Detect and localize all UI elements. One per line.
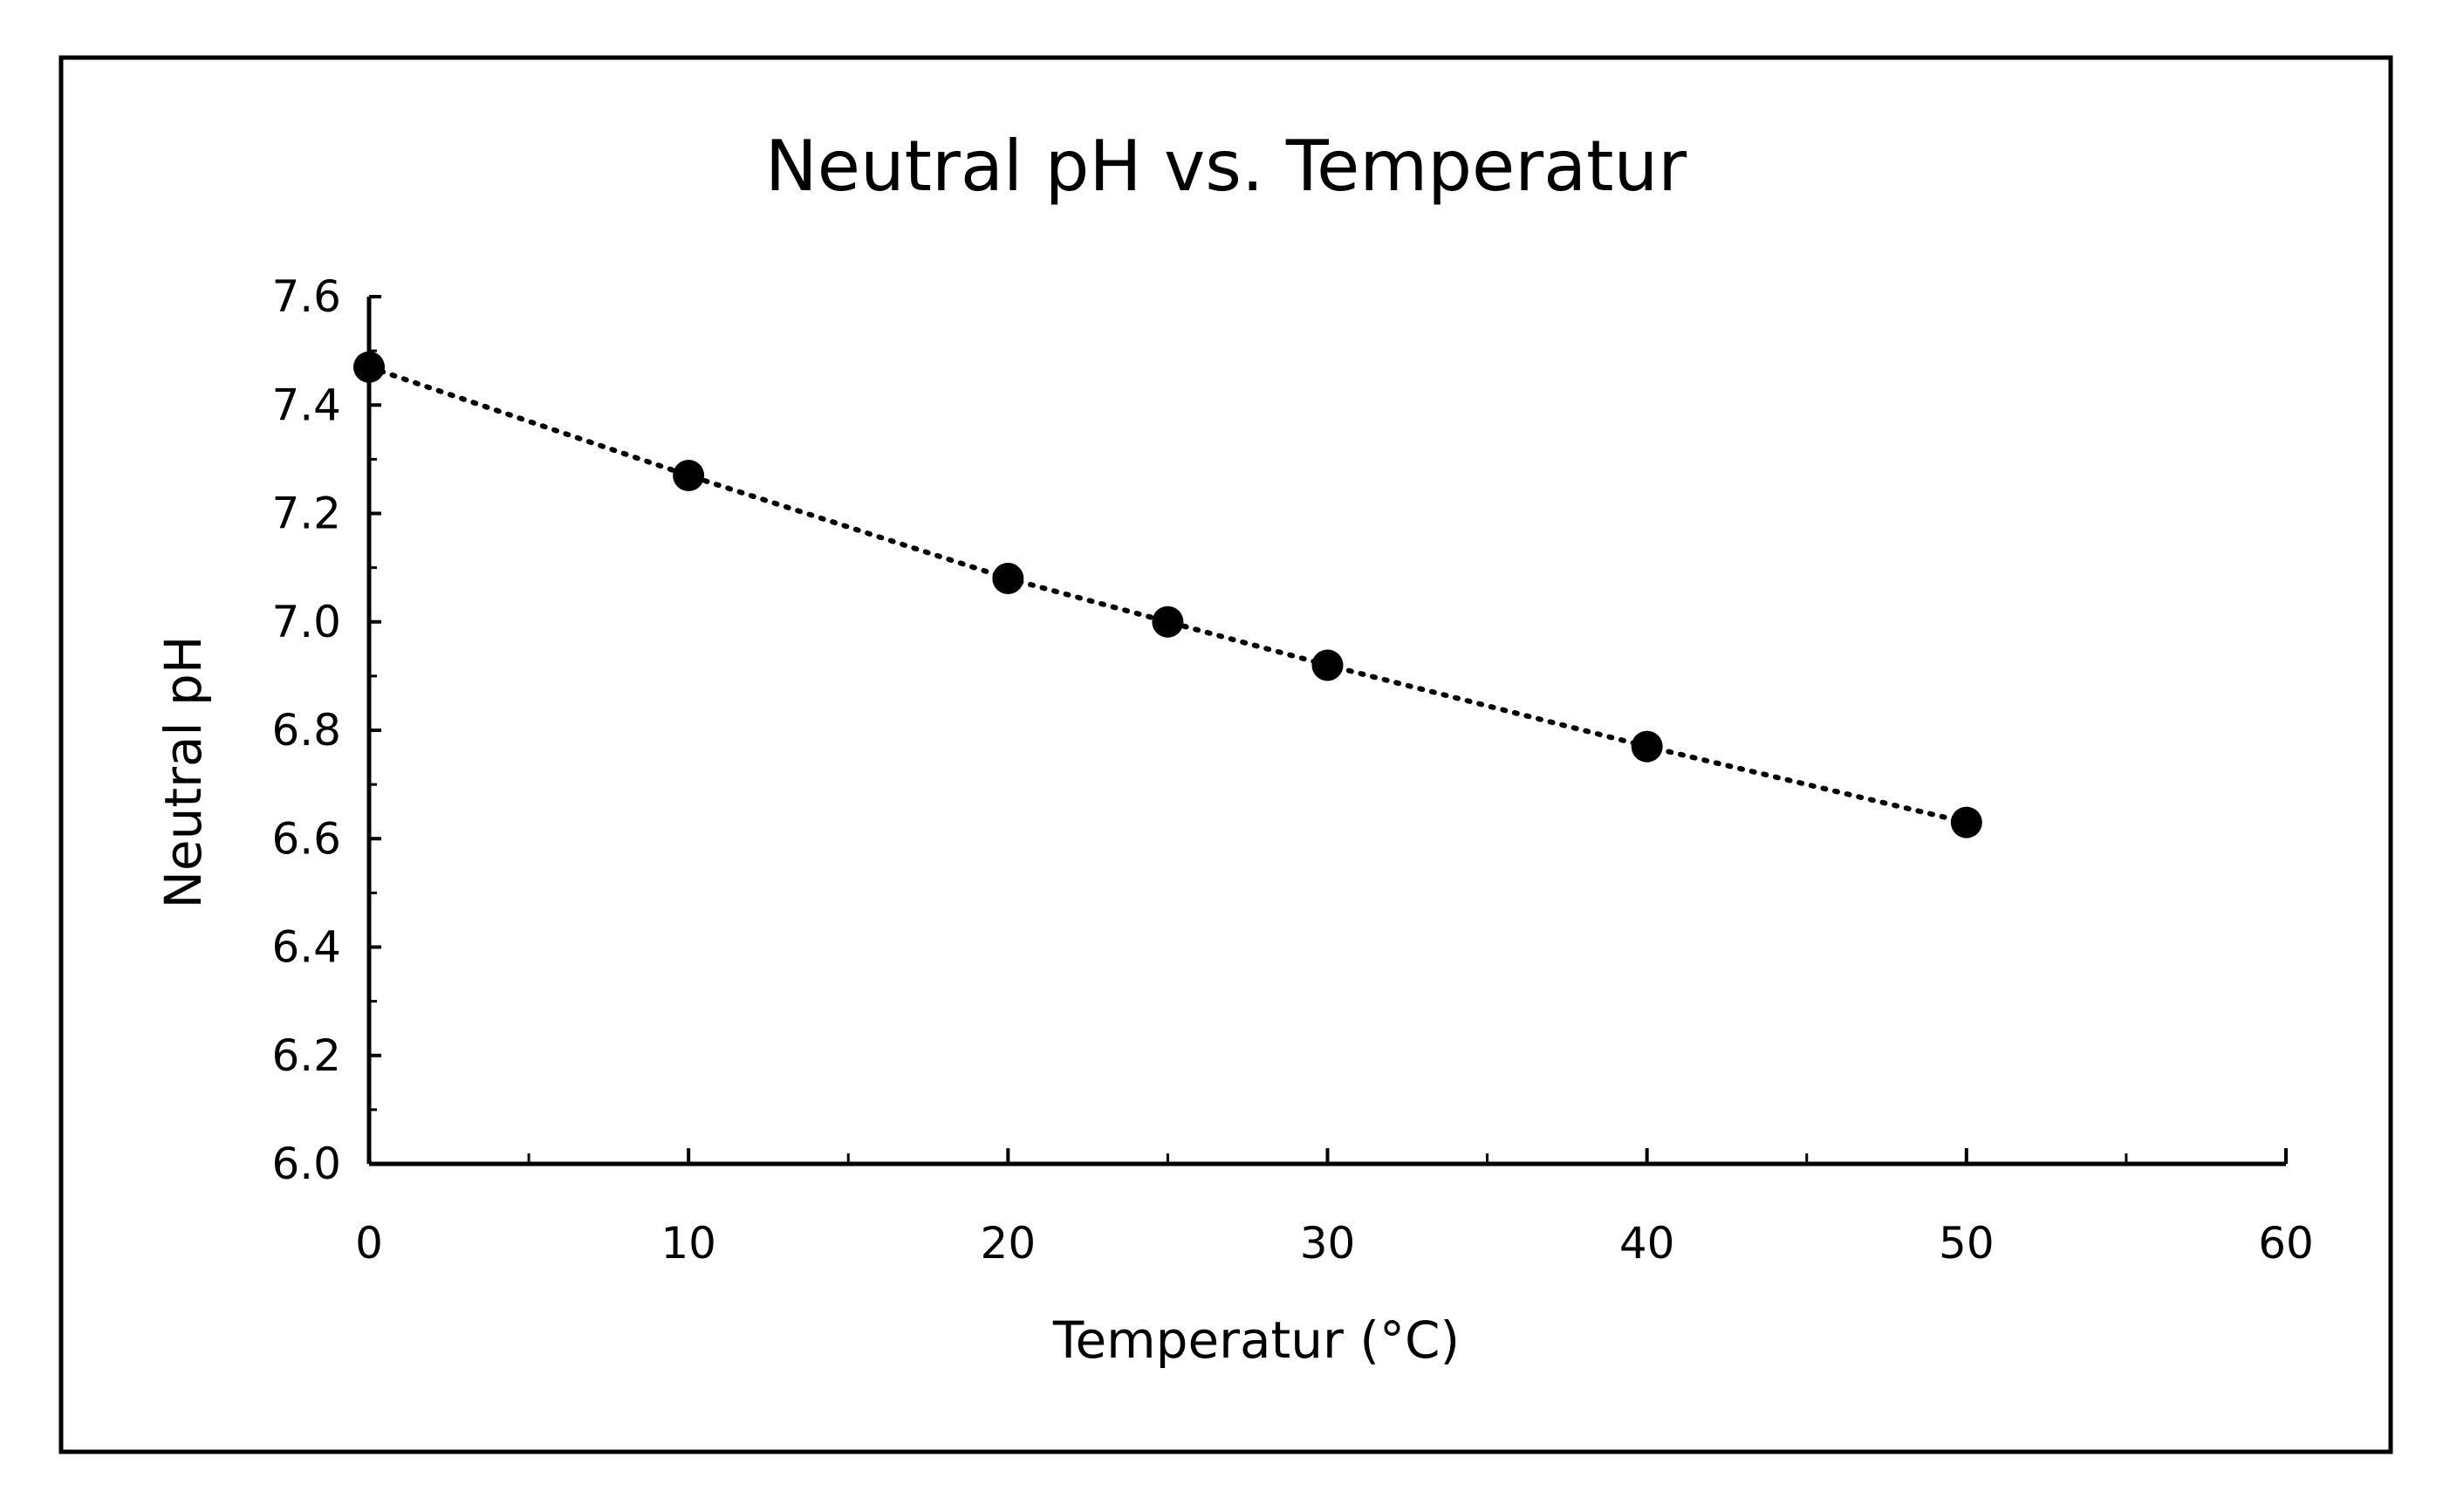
data-point	[992, 563, 1024, 595]
chart-title: Neutral pH vs. Temperatur	[765, 126, 1687, 207]
data-point	[1950, 806, 1982, 838]
x-tick-label: 20	[981, 1218, 1037, 1269]
x-tick-label: 0	[355, 1218, 383, 1269]
chart-frame	[58, 55, 2393, 1454]
x-tick-label: 60	[2258, 1218, 2314, 1269]
x-tick-label: 50	[1939, 1218, 1995, 1269]
data-point	[1311, 649, 1344, 681]
y-tick-label: 6.2	[271, 1030, 341, 1081]
y-tick-label: 7.2	[271, 489, 341, 539]
x-axis-title: Temperatur (°C)	[1052, 1310, 1460, 1370]
data-point	[353, 351, 385, 383]
y-axis-title: Neutral pH	[154, 636, 213, 909]
data-point	[673, 460, 705, 492]
y-tick-label: 6.8	[271, 705, 341, 756]
x-tick-label: 30	[1300, 1218, 1356, 1269]
data-point	[1152, 605, 1184, 638]
y-tick-label: 6.0	[271, 1139, 341, 1189]
data-point	[1631, 730, 1663, 763]
x-tick-label: 10	[660, 1218, 716, 1269]
y-tick-label: 7.6	[271, 271, 341, 322]
x-tick-label: 40	[1619, 1218, 1675, 1269]
y-tick-label: 6.6	[271, 813, 341, 864]
y-tick-label: 7.4	[271, 380, 341, 430]
y-tick-label: 6.4	[271, 922, 341, 973]
plot-layer: 6.0 6.2 6.4 6.6 6.8 7.0 7.2 7.4 7.6 0 10 20 30 40 50 60	[271, 271, 2313, 1269]
y-tick-label: 7.0	[271, 597, 341, 647]
